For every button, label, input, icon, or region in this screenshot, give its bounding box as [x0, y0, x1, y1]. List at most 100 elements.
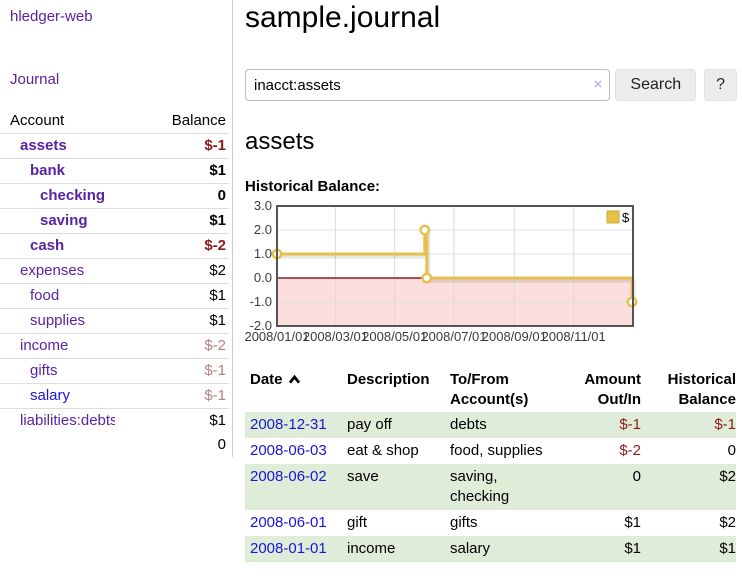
svg-text:-2.0: -2.0	[250, 318, 272, 333]
accounts-header-row: Account Balance	[0, 109, 229, 134]
register-date-cell: 2008-01-01	[245, 536, 342, 562]
register-amount: 0	[632, 468, 641, 485]
app-window: hledger-web Journal Account Balance asse…	[0, 0, 742, 562]
account-link[interactable]: cash	[30, 237, 65, 254]
help-button[interactable]: ?	[704, 69, 737, 101]
account-balance: $-2	[114, 333, 229, 359]
register-balance: $-1	[714, 416, 736, 433]
account-link[interactable]: gifts	[30, 362, 58, 379]
page-title: sample.journal	[245, 1, 441, 34]
app-brand: hledger-web	[10, 8, 232, 25]
sidebar: hledger-web Journal Account Balance asse…	[0, 0, 233, 562]
sidebar-item-journal[interactable]: Journal	[10, 71, 60, 88]
register-header-date[interactable]: Date	[245, 368, 342, 412]
register-header-amount: Amount Out/In	[584, 371, 641, 408]
account-balance: $-1	[114, 383, 229, 409]
register-accounts: food, supplies	[450, 442, 543, 459]
account-name-cell: liabilities:debts	[0, 408, 115, 433]
accounts-header-account: Account	[0, 109, 115, 134]
account-balance: $-2	[114, 233, 229, 259]
account-link[interactable]: bank	[30, 162, 66, 179]
transaction-date-link[interactable]: 2008-06-02	[250, 468, 327, 485]
register-description: pay off	[347, 416, 392, 433]
svg-text:2008/07/01: 2008/07/01	[421, 329, 486, 344]
register-accounts: gifts	[450, 514, 478, 531]
register-amount: $-2	[619, 442, 641, 459]
account-link[interactable]: expenses	[20, 262, 85, 279]
account-row: checking 0	[0, 183, 229, 209]
transaction-date-link[interactable]: 2008-06-01	[250, 514, 327, 531]
transaction-date-link[interactable]: 2008-12-31	[250, 416, 327, 433]
svg-text:3.0: 3.0	[254, 201, 272, 213]
register-balance: $1	[719, 540, 736, 557]
account-row: supplies $1	[0, 308, 229, 334]
brand-link[interactable]: hledger-web	[10, 8, 93, 25]
account-link[interactable]: salary	[30, 387, 71, 404]
account-name-cell: salary	[0, 383, 115, 409]
account-balance: $1	[114, 208, 229, 234]
svg-text:2008/11/01: 2008/11/01	[542, 329, 606, 344]
clear-search-icon[interactable]: ×	[593, 76, 603, 93]
register-header-description: Description	[347, 371, 430, 388]
sidebar-panel: hledger-web Journal Account Balance asse…	[0, 0, 233, 457]
register-balance: $2	[719, 514, 736, 531]
register-amount: $1	[624, 514, 641, 531]
svg-text:0.0: 0.0	[254, 270, 272, 285]
account-link[interactable]: saving	[40, 212, 88, 229]
search-box: ×	[245, 69, 611, 101]
account-row: cash $-2	[0, 233, 229, 259]
accounts-table: Account Balance assets $-1 bank $1 checking 0…	[0, 109, 229, 457]
account-link[interactable]: supplies	[30, 312, 86, 329]
account-link[interactable]: liabilities:debts	[20, 412, 115, 429]
account-balance: 0	[114, 183, 229, 209]
search-button[interactable]: Search	[615, 69, 697, 101]
account-heading: assets	[245, 128, 315, 155]
register-header-balance: Historical Balance	[667, 371, 736, 408]
accounts-total-row: 0	[0, 433, 229, 457]
account-row: salary $-1	[0, 383, 229, 409]
transaction-date-link[interactable]: 2008-01-01	[250, 540, 327, 557]
account-row: assets $-1	[0, 134, 229, 159]
sort-ascending-icon	[288, 374, 300, 384]
register-row[interactable]: 2008-06-03 eat & shop food, supplies $-2 0	[245, 438, 736, 464]
account-link[interactable]: assets	[20, 137, 67, 154]
register-row[interactable]: 2008-06-02 save saving, checking 0 $2	[245, 464, 736, 510]
register-row[interactable]: 2008-12-31 pay off debts $-1 $-1	[245, 412, 736, 438]
svg-text:1.0: 1.0	[254, 246, 272, 261]
register-amount: $1	[624, 540, 641, 557]
legend-swatch	[606, 210, 620, 224]
account-link[interactable]: checking	[40, 187, 106, 204]
register-amount: $-1	[619, 416, 641, 433]
account-balance: $1	[114, 283, 229, 309]
account-name-cell: bank	[0, 158, 115, 184]
account-row: bank $1	[0, 158, 229, 184]
account-name-cell: saving	[0, 208, 115, 234]
svg-text:2008/01/01: 2008/01/01	[245, 329, 310, 344]
account-balance: $-1	[114, 358, 229, 384]
account-row: income $-2	[0, 333, 229, 359]
account-row: saving $1	[0, 208, 229, 234]
main-content: sample.journal × Search ? assets Histori…	[233, 0, 742, 562]
account-link[interactable]: food	[30, 287, 60, 304]
svg-text:2.0: 2.0	[254, 222, 272, 237]
search-input[interactable]	[245, 69, 611, 101]
register-description: eat & shop	[347, 442, 419, 459]
account-balance: $1	[114, 308, 229, 334]
account-name-cell: income	[0, 333, 115, 359]
account-link[interactable]: income	[20, 337, 69, 354]
register-description: income	[347, 540, 396, 557]
register-balance: $2	[719, 468, 736, 485]
register-date-cell: 2008-12-31	[245, 412, 342, 438]
register-accounts: salary	[450, 540, 491, 557]
svg-text:2008/03/01: 2008/03/01	[303, 329, 368, 344]
register-row[interactable]: 2008-01-01 income salary $1 $1	[245, 536, 736, 562]
register-header-accounts: To/From Account(s)	[450, 371, 529, 408]
svg-text:-1.0: -1.0	[250, 294, 272, 309]
transaction-date-link[interactable]: 2008-06-03	[250, 442, 327, 459]
historical-balance-chart: 3.0 2.0 1.0 0.0 -1.0 -2.02008/01/012008/03/01…	[244, 198, 638, 344]
register-description: save	[347, 468, 379, 485]
register-date-cell: 2008-06-02	[245, 464, 342, 510]
account-name-cell: gifts	[0, 358, 115, 384]
account-name-cell: checking	[0, 183, 115, 209]
register-row[interactable]: 2008-06-01 gift gifts $1 $2	[245, 510, 736, 536]
